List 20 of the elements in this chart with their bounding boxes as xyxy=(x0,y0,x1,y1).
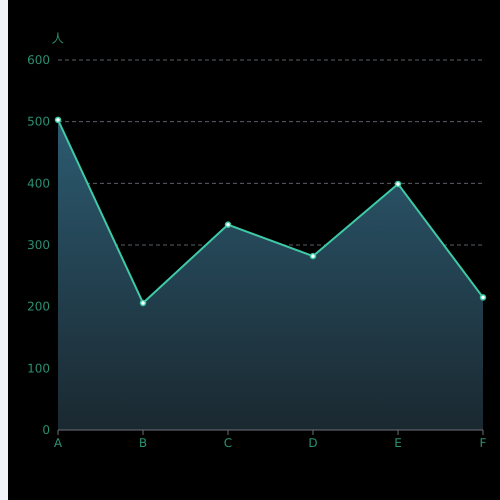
x-tick-label: B xyxy=(138,436,148,450)
y-tick-label: 500 xyxy=(27,114,50,129)
y-axis-title: 人 xyxy=(52,31,64,45)
y-tick-label: 0 xyxy=(42,423,50,437)
y-tick-label: 100 xyxy=(27,361,50,376)
point xyxy=(480,294,486,301)
point xyxy=(54,116,62,124)
y-tick-label: 600 xyxy=(27,53,50,67)
y-tick-label: 400 xyxy=(27,176,50,190)
x-tick-label: C xyxy=(224,436,232,450)
point xyxy=(310,252,316,260)
x-tick-label: D xyxy=(308,436,318,450)
point xyxy=(140,300,146,306)
point xyxy=(224,221,232,228)
x-tick-label: F xyxy=(480,436,487,450)
y-tick-label: 200 xyxy=(27,300,50,314)
x-tick-label: A xyxy=(54,436,63,450)
point xyxy=(394,180,402,188)
x-tick-label: E xyxy=(394,436,402,450)
y-tick-label: 300 xyxy=(27,238,50,252)
